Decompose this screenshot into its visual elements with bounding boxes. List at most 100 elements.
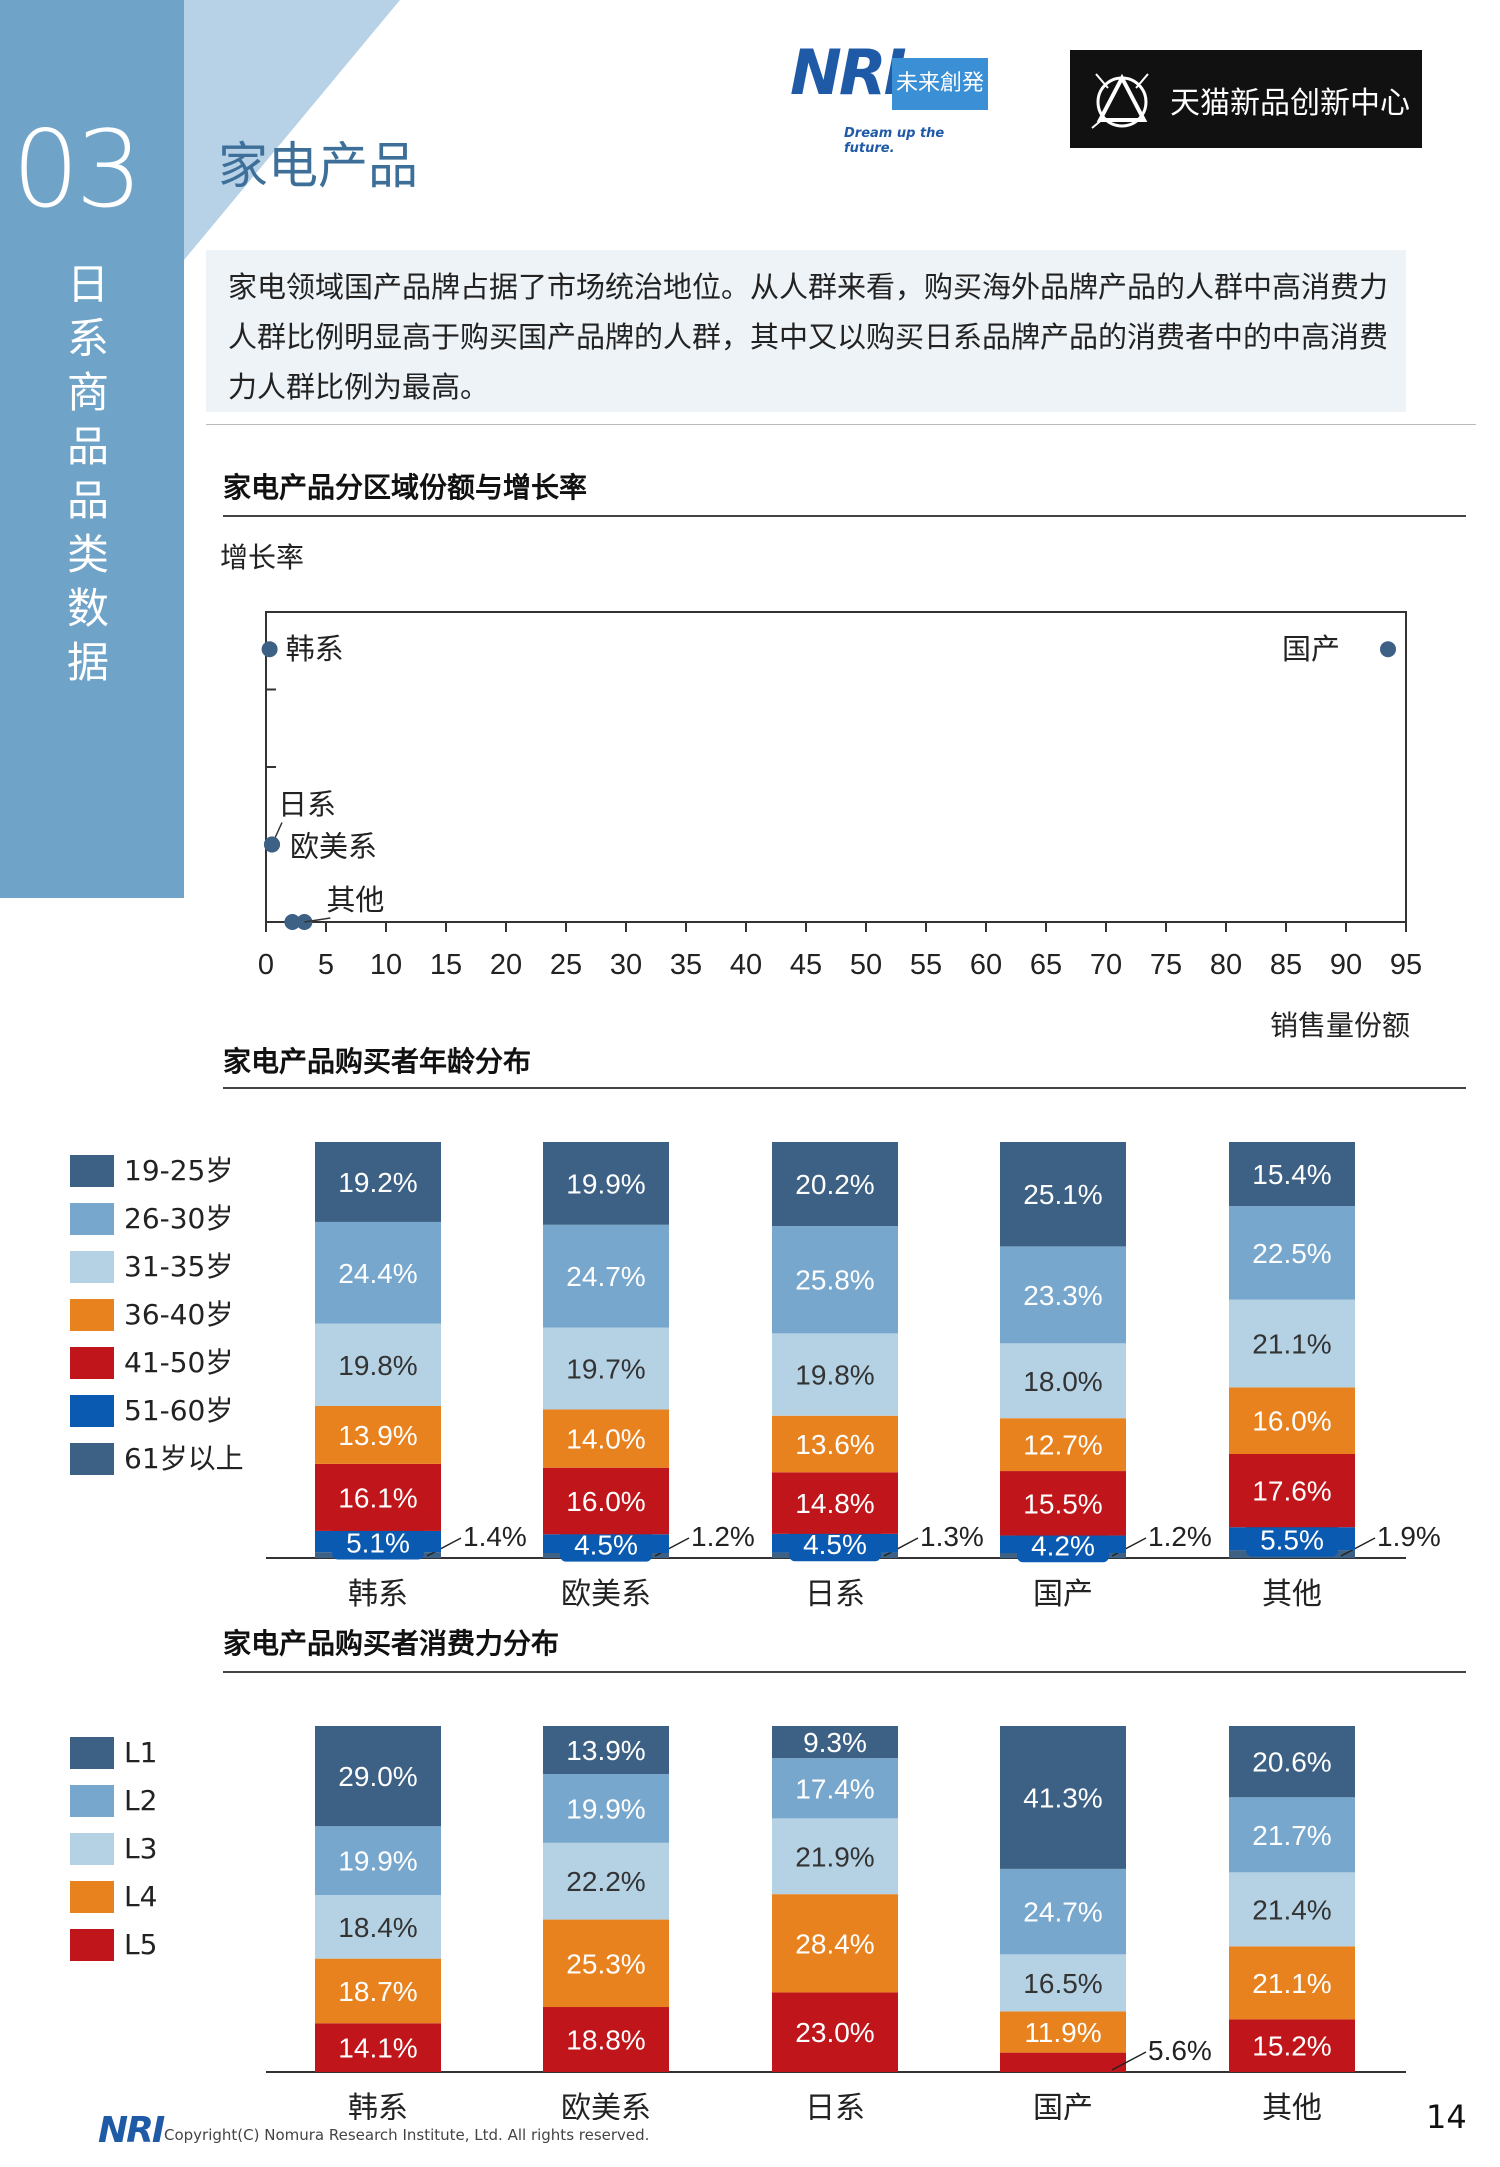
data-label: 16.0% — [1252, 1406, 1331, 1437]
x-tick-label: 20 — [490, 949, 522, 981]
legend-label: 26-30岁 — [124, 1202, 234, 1235]
data-label: 20.6% — [1252, 1747, 1331, 1778]
bar-segment — [543, 1327, 669, 1410]
data-label: 16.5% — [1023, 1968, 1102, 1999]
x-tick-label: 60 — [970, 949, 1002, 981]
income-chart-rule — [223, 1671, 1466, 1673]
bar-segment — [315, 1406, 441, 1464]
bar-segment — [772, 1758, 898, 1819]
legend-item: L2 — [70, 1785, 310, 1819]
legend-label: 51-60岁 — [124, 1394, 234, 1427]
scatter-chart-title: 家电产品分区域份额与增长率 — [223, 471, 588, 504]
data-label: 5.5% — [1260, 1525, 1324, 1556]
data-label: 25.3% — [566, 1948, 645, 1979]
bar-segment — [1000, 1142, 1126, 1247]
bar-segment — [315, 1323, 441, 1407]
bar-segment — [543, 1142, 669, 1225]
bar-segment — [543, 1224, 669, 1328]
data-label: 19.8% — [338, 1350, 417, 1381]
scatter-ylabel: 增长率 — [220, 541, 305, 574]
x-tick-label: 80 — [1210, 949, 1242, 981]
data-label: 29.0% — [338, 1761, 417, 1792]
data-label: 5.1% — [346, 1528, 410, 1559]
data-label-pill — [560, 1525, 652, 1562]
x-tick-label: 5 — [318, 949, 334, 981]
data-label: 41.3% — [1023, 1782, 1102, 1813]
scatter-xlabel: 销售量份额 — [1270, 1009, 1411, 1042]
page-number: 14 — [1426, 2098, 1467, 2136]
legend-swatch — [70, 1347, 114, 1379]
tmall-a-icon — [1091, 73, 1149, 129]
footer-nri-logo: NRI — [98, 2110, 165, 2151]
scatter-chart-rule — [223, 515, 1466, 517]
bar-segment — [1229, 1454, 1355, 1528]
x-tick-label: 85 — [1270, 949, 1302, 981]
category-label: 日系 — [805, 2092, 865, 2120]
data-label: 25.8% — [795, 1265, 874, 1296]
data-label: 1.2% — [691, 1521, 755, 1552]
x-tick-label: 70 — [1090, 949, 1122, 981]
bar-segment — [315, 1958, 441, 2024]
x-tick-label: 40 — [730, 949, 762, 981]
data-label: 15.4% — [1252, 1159, 1331, 1190]
legend-swatch — [70, 1251, 114, 1283]
data-label: 19.9% — [338, 1846, 417, 1877]
data-label-pill — [332, 1523, 424, 1560]
bar-segment — [1229, 1142, 1355, 1207]
bar-segment — [772, 1726, 898, 1759]
category-label: 其他 — [1262, 1578, 1322, 1611]
nri-logo-mark: NRI — [790, 36, 907, 109]
data-label: 13.9% — [338, 1420, 417, 1451]
bar-segment — [315, 1142, 441, 1222]
x-tick-label: 65 — [1030, 949, 1062, 981]
legend-swatch — [70, 1929, 114, 1961]
bar-segment — [1000, 1868, 1126, 1955]
category-label: 国产 — [1033, 2092, 1093, 2120]
scatter-point — [284, 914, 301, 930]
legend-swatch — [70, 1155, 114, 1187]
legend-swatch — [70, 1833, 114, 1865]
data-label: 19.7% — [566, 1354, 645, 1385]
bar-segment — [1229, 1299, 1355, 1388]
point-label: 欧美系 — [290, 831, 377, 864]
data-label: 21.4% — [1252, 1894, 1331, 1925]
point-label: 日系 — [278, 789, 336, 822]
legend-item: L4 — [70, 1881, 310, 1915]
age-legend: 19-25岁 26-30岁 31-35岁 36-40岁 41-50岁 51-60岁 61岁以… — [70, 1155, 310, 1495]
data-label: 18.8% — [566, 2025, 645, 2056]
point-label: 其他 — [326, 884, 384, 917]
plot-frame — [265, 611, 1407, 923]
scatter-point — [261, 641, 278, 658]
data-label: 16.0% — [566, 1486, 645, 1517]
legend-label: L1 — [124, 1736, 158, 1769]
x-tick-label: 35 — [670, 949, 702, 981]
x-tick-label: 25 — [550, 949, 582, 981]
data-label: 23.0% — [795, 2017, 874, 2048]
legend-swatch — [70, 1299, 114, 1331]
bar-segment — [543, 1467, 669, 1535]
data-label: 28.4% — [795, 1928, 874, 1959]
data-label: 25.1% — [1023, 1179, 1102, 1210]
bar-segment — [772, 1226, 898, 1334]
data-label: 1.2% — [1148, 1521, 1212, 1552]
data-label-leader — [883, 1537, 919, 1557]
legend-swatch — [70, 1203, 114, 1235]
bar-segment — [772, 1818, 898, 1895]
bar-segment — [315, 1726, 441, 1827]
x-tick-label: 50 — [850, 949, 882, 981]
legend-label: L3 — [124, 1832, 158, 1865]
legend-label: 36-40岁 — [124, 1298, 234, 1331]
data-label: 21.1% — [1252, 1968, 1331, 1999]
bar-segment — [1229, 1797, 1355, 1873]
legend-item: 36-40岁 — [70, 1299, 310, 1333]
age-chart-title: 家电产品购买者年龄分布 — [223, 1045, 532, 1078]
x-tick-label: 30 — [610, 949, 642, 981]
bar-segment — [543, 1409, 669, 1468]
data-label: 22.2% — [566, 1866, 645, 1897]
legend-item: 19-25岁 — [70, 1155, 310, 1189]
legend-item: L5 — [70, 1929, 310, 1963]
bar-segment — [315, 1463, 441, 1531]
nri-logo-box: 未来創発 — [892, 58, 988, 110]
legend-label: 19-25岁 — [124, 1154, 234, 1187]
legend-label: L5 — [124, 1928, 158, 1961]
